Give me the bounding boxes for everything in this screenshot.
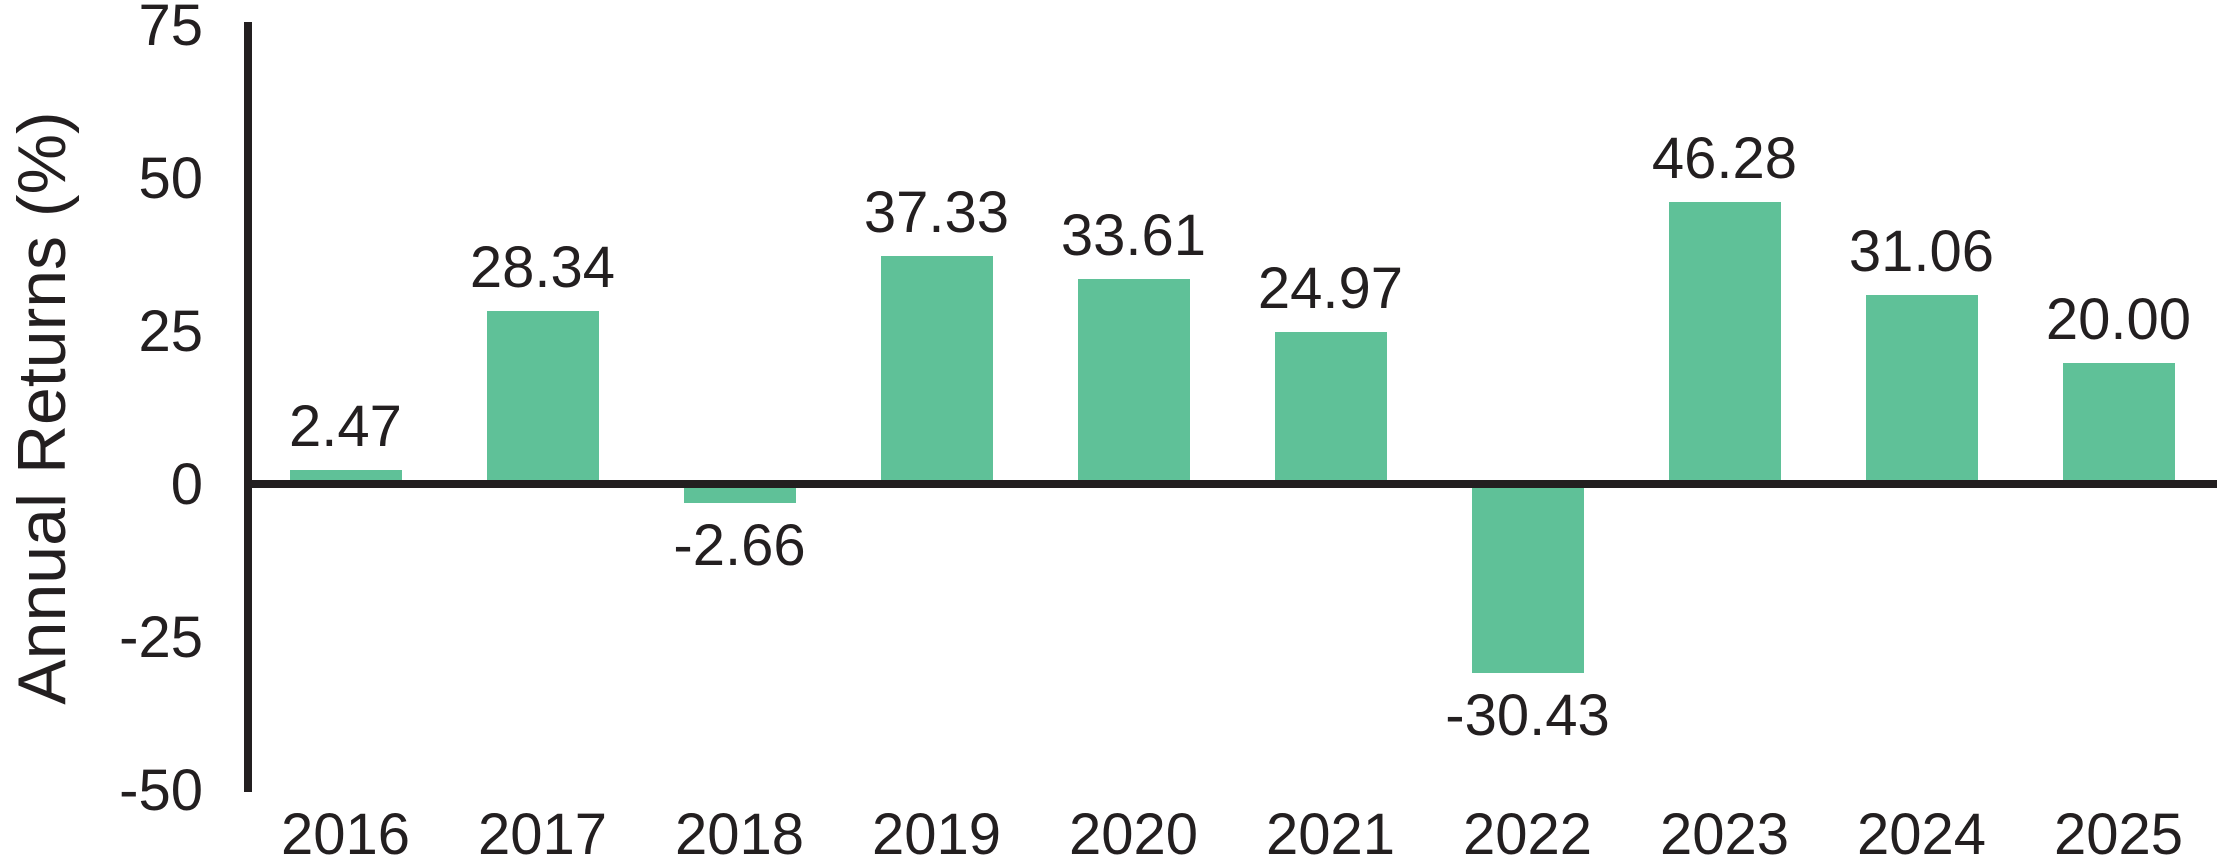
bar-2018 [683,484,796,504]
value-label-2017: 28.34 [469,235,616,301]
value-label-2024: 31.06 [1848,218,1995,284]
y-tick-label-75: 75 [138,0,203,58]
bar-2023 [1668,201,1781,488]
x-tick-label-2021: 2021 [1265,802,1396,858]
x-tick-label-2017: 2017 [477,802,608,858]
bar-2022 [1471,484,1584,674]
x-tick-label-2016: 2016 [280,802,411,858]
y-axis-spine [244,22,252,792]
bar-2021 [1274,332,1387,488]
y-tick-label-25: 25 [138,298,203,364]
y-tick-label-0: 0 [170,452,203,517]
value-label-2018: -2.66 [673,513,806,579]
x-tick-label-2023: 2023 [1659,802,1790,858]
bar-2017 [486,311,599,488]
x-tick-label-2019: 2019 [871,802,1002,858]
value-label-2016: 2.47 [289,393,402,459]
x-tick-label-2025: 2025 [2053,802,2184,858]
x-tick-label-2018: 2018 [674,802,805,858]
x-tick-label-2024: 2024 [1856,802,1987,858]
value-label-2022: -30.43 [1445,683,1610,749]
y-tick-label--25: -25 [119,605,203,671]
bar-2019 [880,256,993,488]
value-label-2019: 37.33 [863,180,1010,246]
value-label-2020: 33.61 [1060,203,1207,269]
value-label-2023: 46.28 [1651,125,1798,191]
bar-2024 [1865,294,1978,488]
value-label-2025: 20.00 [2045,286,2192,352]
bar-2025 [2062,362,2175,488]
x-axis-zero-line [244,480,2217,488]
x-tick-label-2020: 2020 [1068,802,1199,858]
bar-2020 [1077,279,1190,488]
x-tick-label-2022: 2022 [1462,802,1593,858]
value-label-2021: 24.97 [1257,256,1404,322]
y-tick-label--50: -50 [119,758,203,824]
y-tick-label-50: 50 [138,145,203,211]
